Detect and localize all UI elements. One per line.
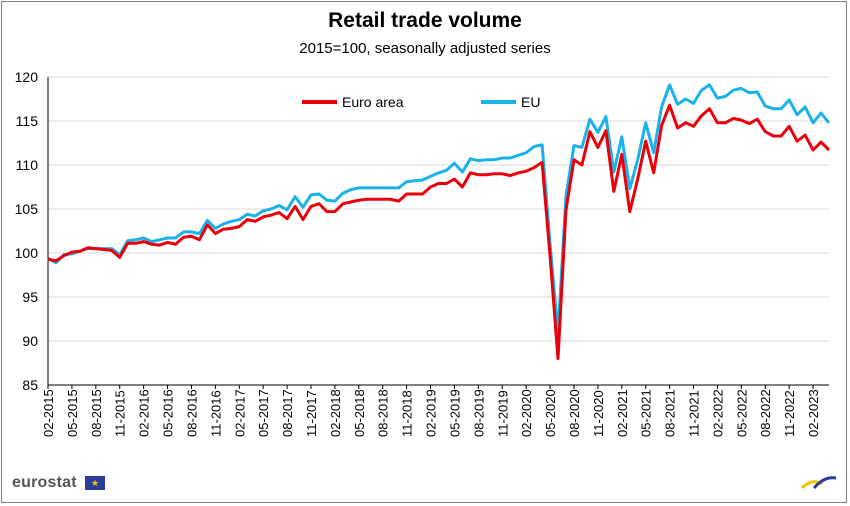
- y-tick-label: 110: [16, 157, 39, 173]
- legend: Euro area EU: [302, 94, 540, 110]
- eu-flag-icon: ★: [85, 476, 105, 490]
- x-tick-label: 05-2021: [639, 389, 654, 437]
- x-tick-label: 08-2020: [567, 389, 582, 437]
- x-tick-label: 02-2015: [41, 389, 56, 437]
- x-tick-label: 02-2022: [710, 389, 725, 437]
- y-tick-labels: 85 90 95 100 105 110 115 120: [15, 69, 39, 393]
- y-tick-label: 95: [22, 289, 38, 305]
- x-tick-label: 08-2017: [280, 389, 295, 437]
- x-tick-label: 02-2023: [806, 389, 821, 437]
- x-tick-label: 02-2017: [232, 389, 247, 437]
- x-tick-label: 11-2019: [495, 390, 510, 437]
- x-tick-label: 02-2016: [137, 389, 152, 437]
- x-tick-label: 02-2019: [424, 389, 439, 437]
- x-tick-label: 11-2015: [113, 390, 128, 437]
- x-tick-label: 02-2021: [615, 389, 630, 437]
- eurostat-logo: eurostat: [12, 474, 77, 491]
- x-tick-label: 02-2020: [519, 389, 534, 437]
- series-lines: [47, 83, 831, 361]
- x-tick-label: 11-2016: [208, 390, 223, 437]
- x-tick-label: 11-2018: [400, 390, 415, 437]
- x-tick-label: 08-2021: [663, 389, 678, 437]
- chart-title: Retail trade volume: [328, 9, 522, 32]
- eurostat-swoosh-icon: [800, 476, 837, 490]
- x-tick-label: 02-2018: [328, 389, 343, 437]
- series-line-eu: [47, 83, 831, 335]
- legend-label: EU: [521, 94, 540, 110]
- legend-label: Euro area: [342, 94, 404, 110]
- x-tick-label: 05-2018: [352, 389, 367, 437]
- x-tick-label: 08-2015: [89, 389, 104, 437]
- x-tick-label: 11-2017: [304, 390, 319, 437]
- x-tick-label: 11-2021: [687, 390, 702, 437]
- y-tick-label: 115: [16, 113, 39, 129]
- x-tick-label: 05-2019: [447, 389, 462, 437]
- y-tick-label: 100: [15, 245, 39, 261]
- x-tick-label: 05-2016: [161, 389, 176, 437]
- x-tick-label: 05-2022: [734, 389, 749, 437]
- x-tick-label: 08-2016: [184, 389, 199, 437]
- y-tick-label: 85: [22, 377, 38, 393]
- x-tick-label: 05-2015: [65, 389, 80, 437]
- x-tick-label: 08-2022: [758, 389, 773, 437]
- x-tick-label: 05-2017: [256, 389, 271, 437]
- x-tick-label: 11-2022: [782, 390, 797, 437]
- y-tick-label: 120: [15, 69, 39, 85]
- y-tick-label: 90: [22, 333, 38, 349]
- grid-lines: [47, 76, 829, 386]
- y-tick-label: 105: [15, 201, 39, 217]
- x-tick-label: 08-2018: [376, 389, 391, 437]
- series-line-euro-area: [47, 103, 831, 361]
- x-tick-label: 05-2020: [543, 389, 558, 437]
- chart-subtitle: 2015=100, seasonally adjusted series: [299, 40, 551, 57]
- x-tick-label: 08-2019: [471, 389, 486, 437]
- x-tick-label: 11-2020: [591, 390, 606, 437]
- x-tick-labels: 02-2015 05-2015 08-2015 11-2015 02-2016 05-20…: [41, 385, 821, 437]
